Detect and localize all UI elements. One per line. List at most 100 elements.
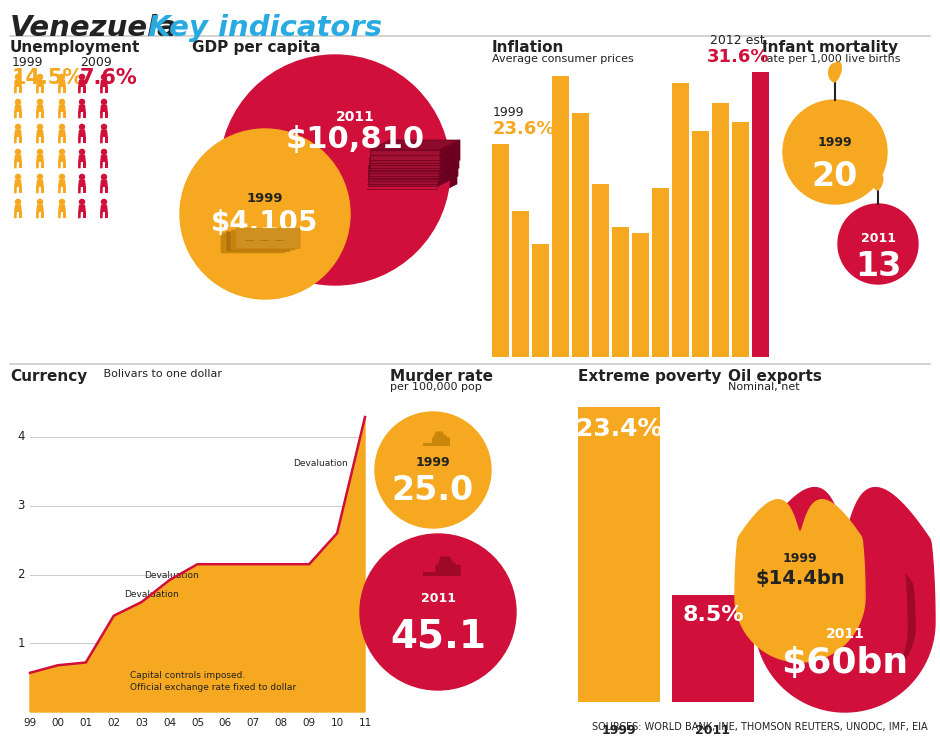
Circle shape [59,149,65,154]
Polygon shape [100,155,108,162]
Polygon shape [14,130,22,137]
Text: Nominal, net: Nominal, net [728,382,800,392]
Circle shape [783,100,887,204]
Text: 8.5%: 8.5% [682,605,744,625]
FancyBboxPatch shape [221,233,285,253]
Text: 09: 09 [303,718,316,728]
Polygon shape [14,79,22,87]
Polygon shape [83,87,86,93]
Polygon shape [439,148,459,178]
Polygon shape [100,137,102,143]
Polygon shape [100,205,108,212]
FancyBboxPatch shape [732,122,749,357]
Polygon shape [735,499,865,662]
Text: 7.6%: 7.6% [80,68,138,88]
Polygon shape [78,187,81,194]
Polygon shape [805,553,915,682]
Text: Currency: Currency [10,369,87,384]
Polygon shape [14,87,17,93]
Text: 07: 07 [247,718,259,728]
Polygon shape [30,417,365,712]
Polygon shape [100,162,102,168]
Text: Key indicators: Key indicators [138,14,383,42]
Polygon shape [78,130,86,137]
Polygon shape [105,187,108,194]
Polygon shape [58,162,61,168]
Polygon shape [78,105,86,112]
Text: 23.4%: 23.4% [575,417,663,441]
Polygon shape [83,137,86,143]
Text: 20: 20 [812,160,858,193]
Polygon shape [41,87,44,93]
Polygon shape [63,87,66,93]
Polygon shape [437,164,457,194]
Polygon shape [58,87,61,93]
FancyBboxPatch shape [512,211,529,357]
Polygon shape [105,212,108,218]
Text: $14.4bn: $14.4bn [755,569,845,588]
Text: $10,810: $10,810 [286,125,425,154]
Text: Venezuela: Venezuela [10,14,178,42]
Text: $60bn: $60bn [781,646,909,680]
FancyBboxPatch shape [231,230,295,250]
Polygon shape [100,105,108,112]
Polygon shape [100,79,108,87]
Circle shape [15,74,21,79]
Text: 31.6%: 31.6% [707,48,769,66]
Circle shape [80,200,85,205]
Text: 45.1: 45.1 [390,617,486,655]
Polygon shape [36,105,44,112]
Polygon shape [105,137,108,143]
Circle shape [38,200,42,205]
Polygon shape [63,187,66,194]
Text: 2011: 2011 [825,627,865,641]
Polygon shape [432,431,450,445]
Polygon shape [14,212,17,218]
Text: Infant mortality: Infant mortality [762,40,898,55]
Polygon shape [41,187,44,194]
Circle shape [15,200,21,205]
Text: 2011: 2011 [860,232,896,245]
Polygon shape [78,79,86,87]
Text: 1999: 1999 [818,137,853,149]
Polygon shape [78,137,81,143]
Text: 2011: 2011 [336,110,374,124]
Circle shape [59,200,65,205]
Polygon shape [100,87,102,93]
Polygon shape [14,155,22,162]
Text: Oil exports: Oil exports [728,369,822,384]
Text: per 100,000 pop: per 100,000 pop [390,382,481,392]
Text: 00: 00 [52,718,65,728]
Text: Devaluation: Devaluation [144,571,198,580]
Text: 3: 3 [18,499,25,512]
Circle shape [102,200,106,205]
Polygon shape [41,137,44,143]
Circle shape [15,125,21,129]
Polygon shape [873,175,883,190]
Polygon shape [78,155,86,162]
Polygon shape [41,162,44,168]
Polygon shape [369,158,439,178]
Text: 1999: 1999 [12,56,43,69]
FancyBboxPatch shape [672,595,754,702]
Polygon shape [755,487,935,712]
Text: Average consumer prices: Average consumer prices [492,54,634,64]
Circle shape [375,412,491,528]
Polygon shape [100,130,108,137]
FancyBboxPatch shape [423,442,450,445]
Polygon shape [14,162,17,168]
Polygon shape [58,180,66,187]
Polygon shape [41,112,44,118]
Polygon shape [58,112,61,118]
Polygon shape [367,164,457,174]
Circle shape [15,99,21,105]
Polygon shape [83,212,86,218]
Polygon shape [36,155,44,162]
Text: 14.5%: 14.5% [12,68,85,88]
Circle shape [15,149,21,154]
Text: 1: 1 [18,637,25,650]
Text: Devaluation: Devaluation [293,459,348,468]
Polygon shape [78,112,81,118]
Polygon shape [367,174,437,194]
Polygon shape [36,212,39,218]
